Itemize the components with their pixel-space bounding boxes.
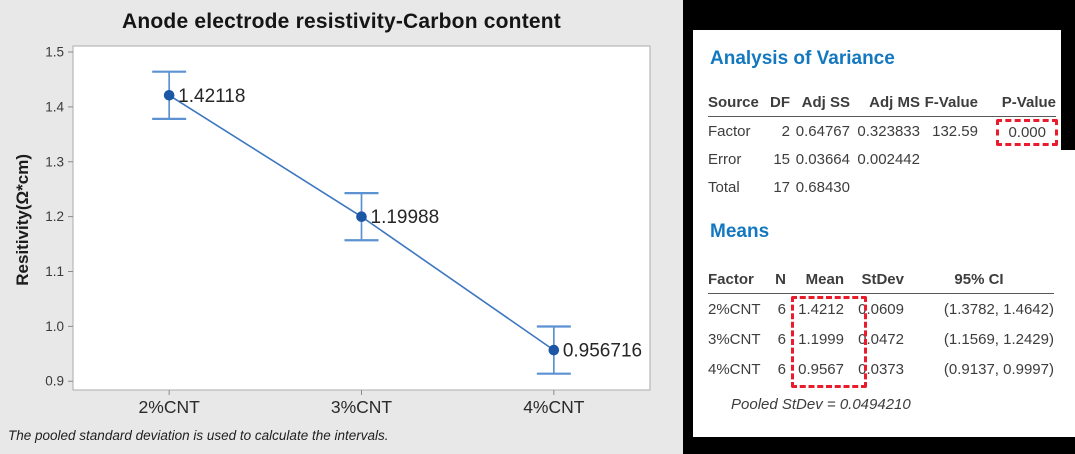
y-tick-label: 1.0: [45, 319, 64, 334]
anova-col-adjms: Adj MS: [850, 94, 920, 117]
frame-right-strip: [1061, 0, 1075, 150]
anova-col-pvalue: P-Value: [978, 94, 1056, 117]
mean-marker: [163, 89, 175, 101]
means-col-n: N: [764, 271, 786, 294]
mean-marker: [548, 344, 560, 356]
means-heading: Means: [710, 221, 770, 242]
pvalue-highlight-box: 0.000: [996, 118, 1058, 146]
anova-row-total: Total 17 0.68430: [708, 178, 850, 196]
anova-header-row: Source DF Adj SS Adj MS F-Value P-Value: [708, 94, 1056, 117]
mean-value-label: 1.42118: [178, 86, 245, 107]
means-row-3cnt: 3%CNT 6 1.1999 0.0472 (1.1569, 1.2429): [708, 330, 1054, 348]
stats-report-frame: Analysis of Variance Source DF Adj SS Ad…: [683, 0, 1075, 454]
chart-footnote: The pooled standard deviation is used to…: [8, 428, 389, 443]
y-tick-label: 1.2: [45, 209, 64, 224]
y-tick-label: 1.4: [45, 99, 64, 114]
stats-report-panel: Analysis of Variance Source DF Adj SS Ad…: [693, 30, 1075, 437]
means-row-4cnt: 4%CNT 6 0.9567 0.0373 (0.9137, 0.9997): [708, 360, 1054, 378]
anova-table: Source DF Adj SS Adj MS F-Value P-Value …: [708, 94, 1058, 201]
y-tick-label: 1.1: [45, 264, 64, 279]
chart-title: Anode electrode resistivity-Carbon conte…: [122, 10, 561, 33]
anova-col-fvalue: F-Value: [920, 94, 978, 117]
means-col-ci: 95% CI: [904, 271, 1054, 294]
interval-plot-canvas: 0.9 1.0 1.1 1.2 1.3 1.4 1.5 2%CNT 3%CNT 4%CNT 1.42…: [45, 45, 651, 417]
mean-value-label: 1.19988: [371, 207, 440, 228]
pooled-stdev-note: Pooled StDev = 0.0494210: [731, 396, 911, 413]
means-header-row: Factor N Mean StDev 95% CI: [708, 271, 1054, 294]
means-row-2cnt: 2%CNT 6 1.4212 0.0609 (1.3782, 1.4642): [708, 300, 1054, 318]
y-tick-label: 0.9: [45, 374, 64, 389]
anova-col-df: DF: [766, 94, 790, 117]
mean-marker: [356, 211, 367, 222]
x-tick-label: 3%CNT: [331, 397, 393, 417]
means-col-factor: Factor: [708, 271, 764, 294]
y-tick-label: 1.3: [45, 154, 64, 169]
anova-heading: Analysis of Variance: [710, 48, 895, 69]
anova-row-factor: Factor 2 0.64767 0.323833 132.59 0.000: [708, 117, 1058, 146]
means-col-mean: Mean: [786, 271, 844, 294]
means-table: Factor N Mean StDev 95% CI 2%CNT 6 1.421…: [708, 271, 1054, 384]
mean-value-label: 0.956716: [563, 341, 642, 362]
x-tick-label: 2%CNT: [139, 397, 201, 417]
anova-col-adjss: Adj SS: [790, 94, 850, 117]
anova-col-source: Source: [708, 94, 766, 117]
y-tick-label: 1.5: [45, 45, 64, 60]
anova-row-error: Error 15 0.03664 0.002442: [708, 150, 920, 168]
interval-plot-figure: Anode electrode resistivity-Carbon conte…: [0, 0, 683, 454]
x-tick-label: 4%CNT: [523, 397, 585, 417]
means-col-stdev: StDev: [844, 271, 904, 294]
